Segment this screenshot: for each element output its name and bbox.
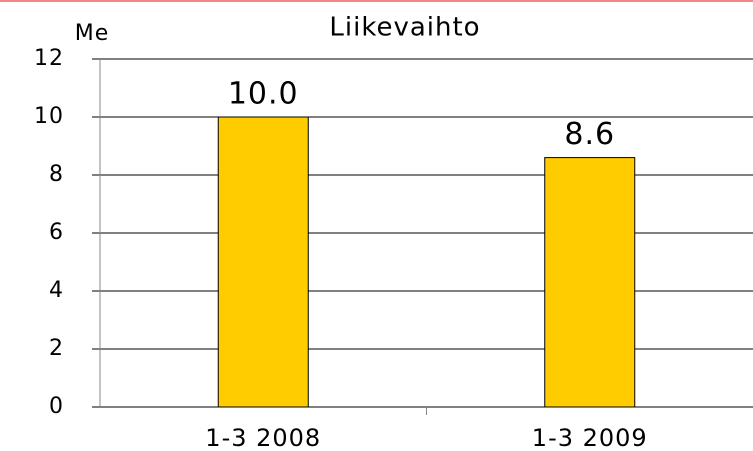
value-label: 10.0	[228, 77, 299, 112]
value-label: 8.6	[564, 117, 615, 152]
y-tick-label: 10	[34, 104, 64, 129]
y-tick-label: 8	[49, 162, 64, 187]
bar	[544, 157, 636, 408]
y-tick-label: 4	[49, 278, 64, 303]
y-axis-label: Me	[75, 21, 110, 46]
bar	[217, 116, 309, 408]
x-tick-label: 1-3 2008	[205, 424, 321, 451]
y-tick-label: 12	[34, 46, 64, 71]
y-tick-label: 2	[49, 336, 64, 361]
chart-title: Liikevaihto	[329, 13, 480, 43]
x-tick-label: 1-3 2009	[532, 424, 648, 451]
y-tick-label: 0	[49, 394, 64, 419]
y-tick-label: 6	[49, 220, 64, 245]
